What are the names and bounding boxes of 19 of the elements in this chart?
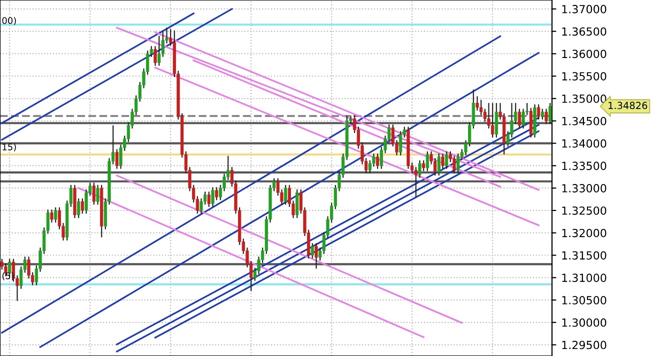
y-tick-label: 1.32000	[562, 228, 606, 238]
y-tick-label: 1.31000	[562, 274, 606, 282]
y-tick-label: 1.29500	[562, 340, 606, 350]
y-tick-label: 1.33500	[562, 162, 606, 170]
y-tick-label: 1.31500	[562, 251, 606, 260]
y-tick-label: 1.35000	[562, 94, 606, 103]
annotation: 15)	[2, 143, 16, 152]
y-tick-label: 1.30000	[562, 318, 606, 327]
y-tick-label: 1.34000	[562, 139, 606, 148]
text: 1.34826	[608, 102, 648, 110]
y-tick-label: 1.36000	[562, 50, 606, 58]
y-tick-label: 1.30500	[562, 296, 606, 304]
annotation: 00)	[2, 17, 16, 26]
y-tick-label: 1.36500	[562, 27, 606, 36]
y-tick-label: 1.32500	[562, 206, 606, 215]
y-tick-label: 1.37000	[562, 4, 606, 14]
y-tick-label: 1.35500	[562, 72, 606, 81]
y-tick-label: 1.34500	[562, 116, 606, 126]
y-tick-label: 1.33000	[562, 184, 606, 192]
